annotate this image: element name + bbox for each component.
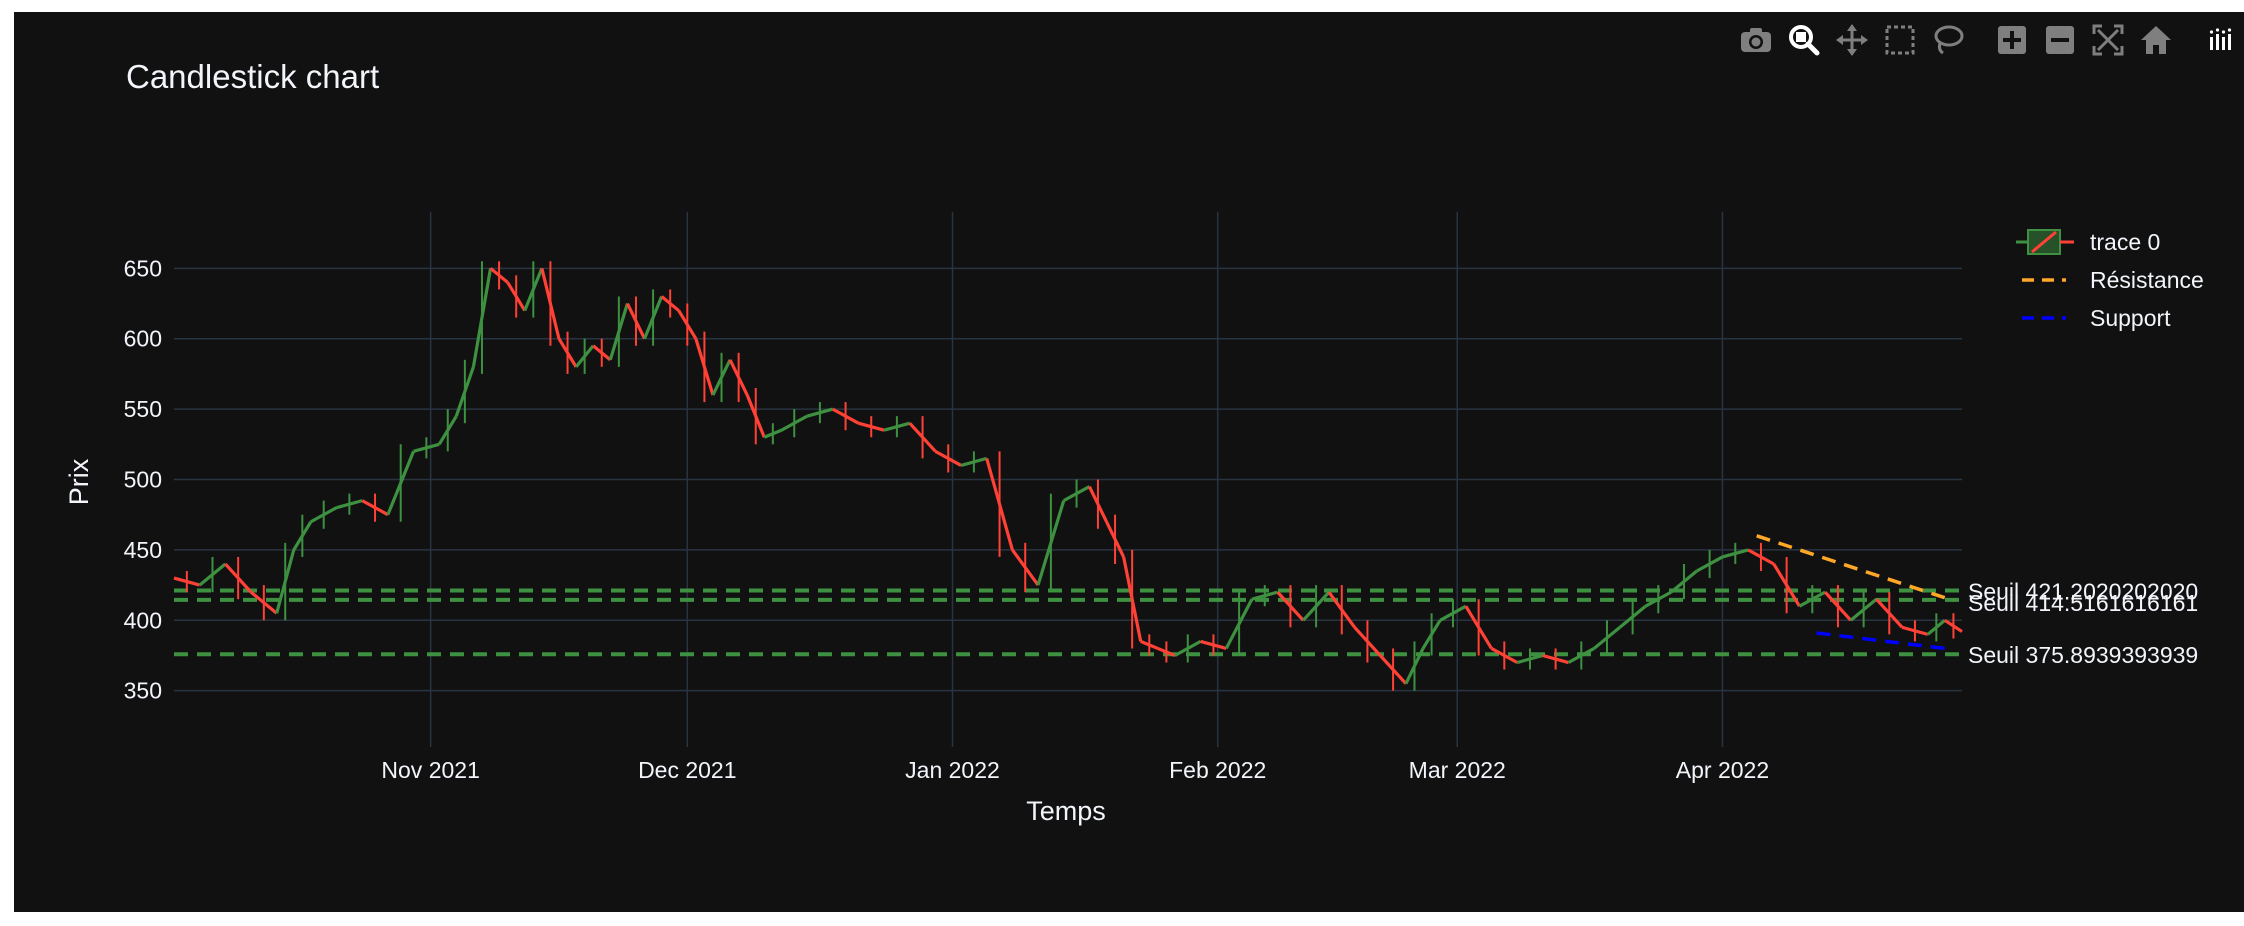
grid-layer xyxy=(174,212,1962,747)
threshold-label: Seuil 414.5161616161 xyxy=(1968,590,2198,616)
legend-label: Résistance xyxy=(2090,267,2204,293)
x-tick-label: Apr 2022 xyxy=(1676,757,1769,783)
x-tick-label: Mar 2022 xyxy=(1409,757,1506,783)
zoom-out-icon[interactable] xyxy=(2036,20,2084,60)
y-tick-label: 400 xyxy=(124,607,162,633)
modebar xyxy=(1732,20,2244,60)
zoom-icon[interactable] xyxy=(1780,20,1828,60)
candle-layer xyxy=(173,261,1963,691)
chart-frame: Seuil 421.2020202020 Seuil 414.5161616161… xyxy=(14,12,2244,912)
threshold-label: Seuil 421.2020202020 xyxy=(1968,578,2198,604)
y-tick-label: 500 xyxy=(124,467,162,493)
y-tick-label: 550 xyxy=(124,396,162,422)
home-icon[interactable] xyxy=(2132,20,2180,60)
lasso-icon[interactable] xyxy=(1924,20,1972,60)
trendline-layer xyxy=(1756,534,1954,651)
legend-label: trace 0 xyxy=(2090,229,2160,255)
threshold-label: Seuil 375.8939393939 xyxy=(1968,642,2198,668)
y-tick-label: 350 xyxy=(124,678,162,704)
legend-candle-accent xyxy=(2031,230,2057,254)
chart-title: Candlestick chart xyxy=(126,58,379,95)
autoscale-icon[interactable] xyxy=(2084,20,2132,60)
x-tick-label: Feb 2022 xyxy=(1169,757,1266,783)
zoom-in-icon[interactable] xyxy=(1988,20,2036,60)
box-select-icon[interactable] xyxy=(1876,20,1924,60)
y-tick-label: 600 xyxy=(124,326,162,352)
tick-label-layer: 350 400 450 500 550 600 650 Nov 2021 Dec 2021 Jan… xyxy=(124,255,1770,783)
y-tick-label: 650 xyxy=(124,255,162,281)
camera-icon[interactable] xyxy=(1732,20,1780,60)
pan-icon[interactable] xyxy=(1828,20,1876,60)
x-tick-label: Jan 2022 xyxy=(905,757,1000,783)
legend: trace 0 Résistance Support xyxy=(2016,229,2204,331)
x-tick-label: Dec 2021 xyxy=(638,757,736,783)
x-tick-label: Nov 2021 xyxy=(381,757,479,783)
plotly-logo-icon[interactable] xyxy=(2196,20,2244,60)
x-axis-title: Temps xyxy=(1026,796,1106,826)
resistance-line xyxy=(1756,534,1954,603)
y-tick-label: 450 xyxy=(124,537,162,563)
legend-label: Support xyxy=(2090,305,2171,331)
y-axis-title: Prix xyxy=(64,458,94,505)
